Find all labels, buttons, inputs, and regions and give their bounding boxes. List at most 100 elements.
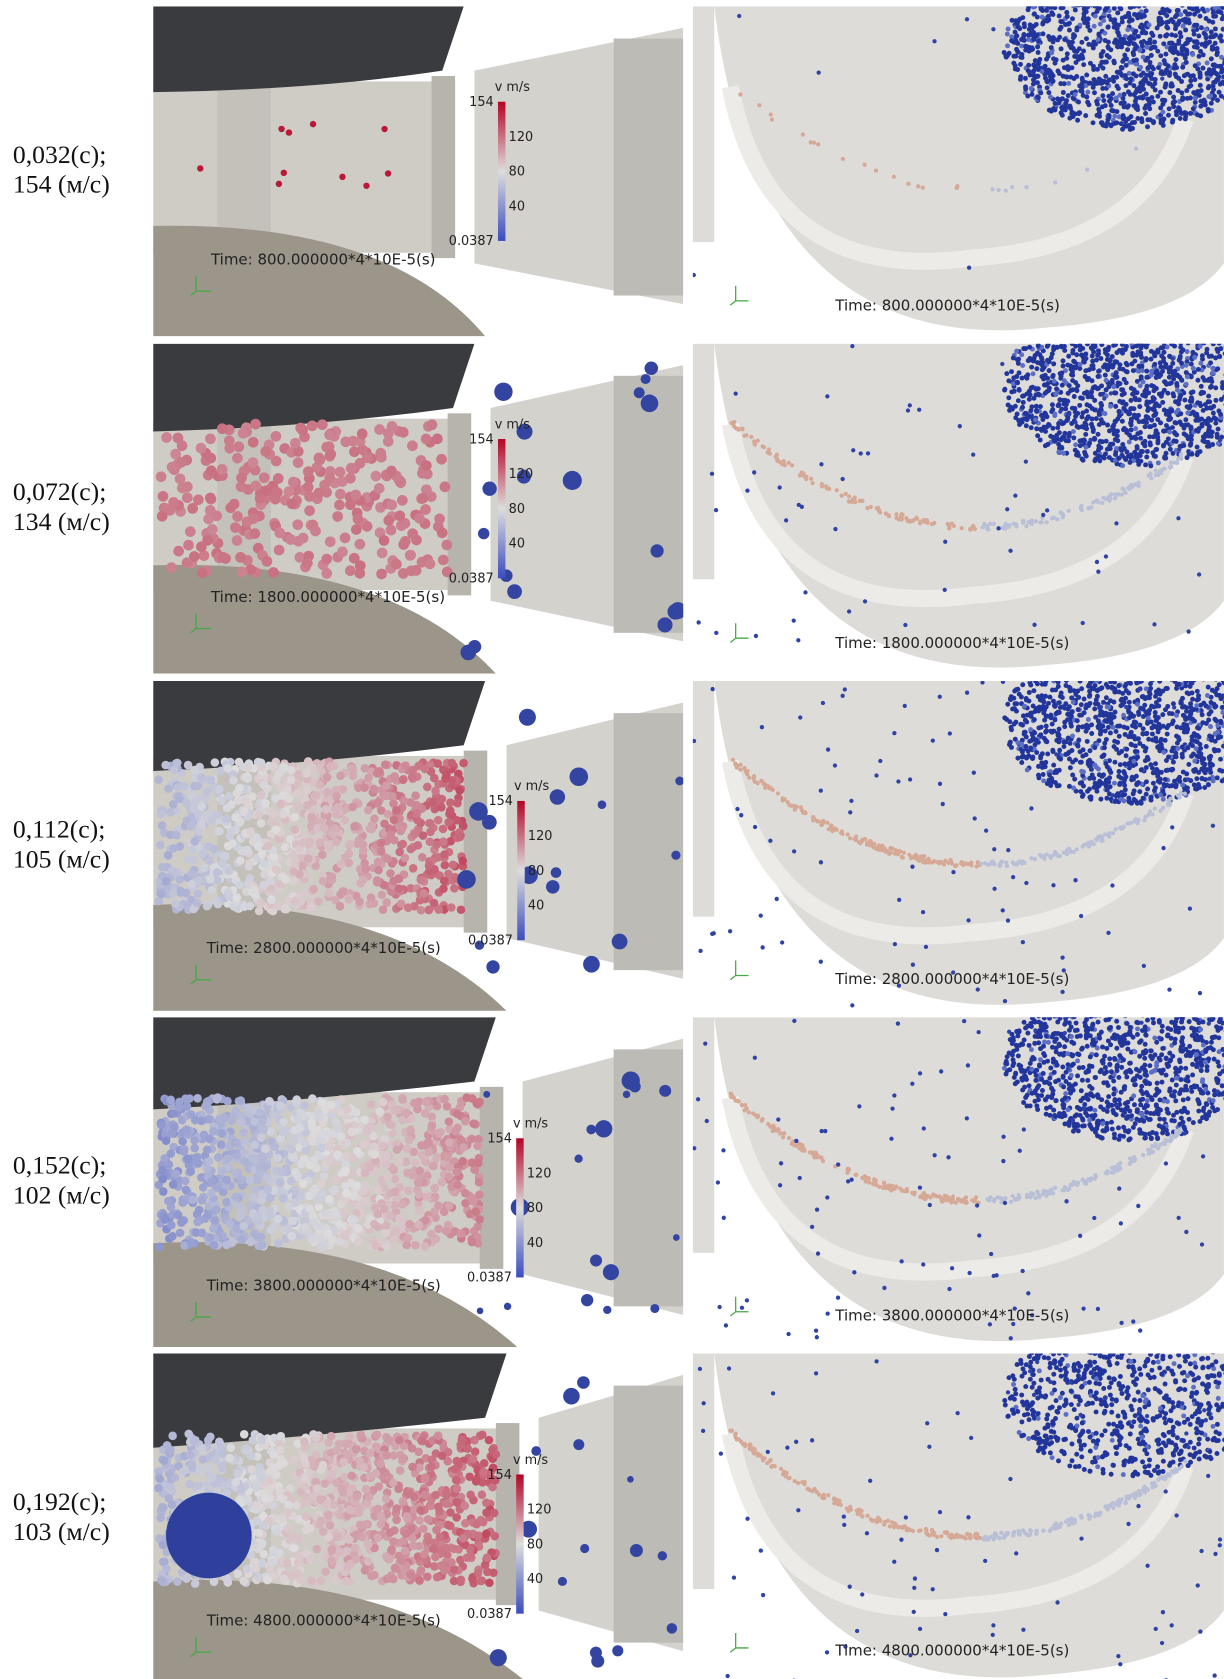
cluster-particle [1035, 336, 1040, 341]
cluster-particle [1181, 24, 1186, 29]
particle [332, 810, 341, 819]
cluster-particle [1036, 50, 1041, 55]
cluster-particle [1134, 353, 1139, 358]
cluster-particle [1132, 36, 1137, 41]
cluster-particle [1048, 1, 1053, 6]
cluster-particle [1188, 443, 1193, 448]
cluster-particle [1092, 0, 1097, 1]
cluster-particle [1061, 358, 1066, 363]
particle [236, 472, 247, 483]
particle [377, 548, 388, 559]
stray-particle [457, 870, 476, 889]
ring-particle [1067, 509, 1071, 513]
cluster-particle [1135, 0, 1140, 5]
particle [392, 806, 401, 815]
particle [313, 488, 324, 499]
stray-particle [675, 777, 684, 786]
stray-particle [1186, 629, 1190, 633]
cluster-particle [1016, 398, 1021, 403]
ring-particle [900, 512, 904, 516]
ring-particle [1061, 513, 1065, 517]
cluster-particle [1027, 397, 1032, 402]
cluster-particle [1193, 0, 1198, 3]
cluster-particle [1133, 397, 1138, 402]
cluster-particle [1113, 37, 1118, 42]
particle [158, 821, 167, 830]
cluster-particle [1026, 63, 1031, 68]
particle [457, 905, 466, 914]
cluster-particle [1158, 90, 1163, 95]
cluster-particle [1207, 377, 1212, 382]
colorbar-tick-label: 120 [528, 829, 553, 844]
cluster-particle [1005, 43, 1010, 48]
cluster-particle [1183, 47, 1188, 52]
ring-particle [1154, 473, 1158, 477]
cluster-particle [1195, 112, 1200, 117]
cluster-particle [1074, 74, 1079, 79]
cluster-particle [1166, 63, 1171, 68]
cluster-particle [1120, 342, 1125, 347]
cluster-particle [1079, 353, 1084, 358]
cluster-particle [1162, 365, 1167, 370]
cluster-particle [1051, 436, 1056, 441]
particle [325, 536, 336, 547]
stray-particle [737, 14, 741, 18]
cluster-particle [1219, 2, 1224, 7]
particle [417, 493, 428, 504]
cluster-particle [1031, 69, 1036, 74]
particle [256, 899, 265, 908]
cluster-particle [1158, 34, 1163, 39]
cluster-particle [1079, 686, 1084, 691]
particle [175, 474, 186, 485]
particle [258, 763, 267, 772]
cluster-particle [1161, 356, 1166, 361]
cluster-particle [1061, 451, 1066, 456]
colorbar-title: v m/s [495, 417, 530, 432]
stray-particle [1176, 516, 1180, 520]
cluster-particle [1031, 37, 1036, 42]
colorbar-tick-label: 40 [509, 199, 525, 214]
cluster-particle [1067, 28, 1072, 33]
particle [272, 487, 283, 498]
colorbar-tick-label: 120 [509, 467, 534, 482]
cluster-particle [1036, 337, 1041, 342]
particle [426, 837, 435, 846]
particle [304, 757, 313, 766]
cluster-particle [1129, 422, 1134, 427]
cluster-particle [1011, 375, 1016, 380]
particle [174, 783, 183, 792]
cluster-particle [1196, 1, 1201, 6]
cluster-particle [1110, 378, 1115, 383]
cluster-particle [1200, 353, 1205, 358]
ring-particle [1034, 519, 1038, 523]
particle [176, 457, 187, 468]
cluster-particle [1045, 19, 1050, 24]
cluster-particle [1144, 8, 1149, 13]
cluster-particle [1210, 371, 1215, 376]
particle [409, 864, 418, 873]
stray-particle [971, 453, 975, 457]
stray-particle [754, 634, 758, 638]
stray-particle [486, 960, 499, 973]
cluster-particle [1117, 399, 1122, 404]
particle [287, 498, 298, 509]
particle [355, 897, 364, 906]
cluster-particle [1038, 90, 1043, 95]
particle [441, 540, 452, 551]
colorbar-tick-label: 154 [469, 432, 494, 447]
cluster-particle [1172, 369, 1177, 374]
particle [394, 874, 403, 883]
cluster-particle [1106, 365, 1111, 370]
cluster-particle [1115, 724, 1120, 729]
cluster-particle [1036, 67, 1041, 72]
cluster-particle [1120, 66, 1125, 71]
cluster-particle [1098, 797, 1103, 802]
cluster-particle [1103, 74, 1108, 79]
ring-particle [1168, 465, 1172, 469]
particle [386, 500, 397, 511]
cluster-particle [1165, 0, 1170, 1]
particle [195, 876, 204, 885]
cluster-particle [1201, 52, 1206, 57]
cluster-particle [1016, 357, 1021, 362]
cluster-particle [1183, 9, 1188, 14]
